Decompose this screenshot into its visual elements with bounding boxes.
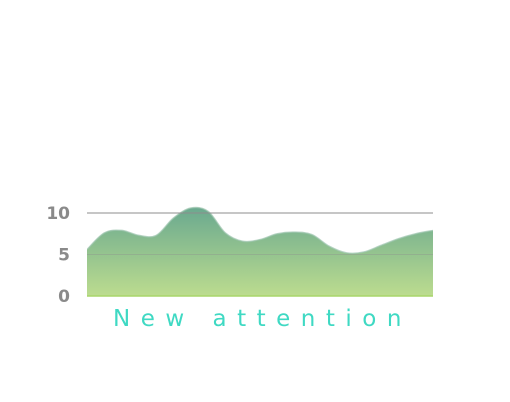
y-tick-label: 0 — [58, 287, 70, 307]
area-series-outline — [87, 206, 433, 255]
y-tick-label: 10 — [46, 204, 70, 224]
y-tick-label: 5 — [58, 246, 70, 266]
area-series — [87, 207, 433, 296]
plot-area — [87, 206, 433, 296]
gridlines — [87, 212, 433, 297]
x-axis-label: New attention — [113, 306, 412, 332]
y-axis-ticks: 0 5 10 — [46, 204, 70, 307]
